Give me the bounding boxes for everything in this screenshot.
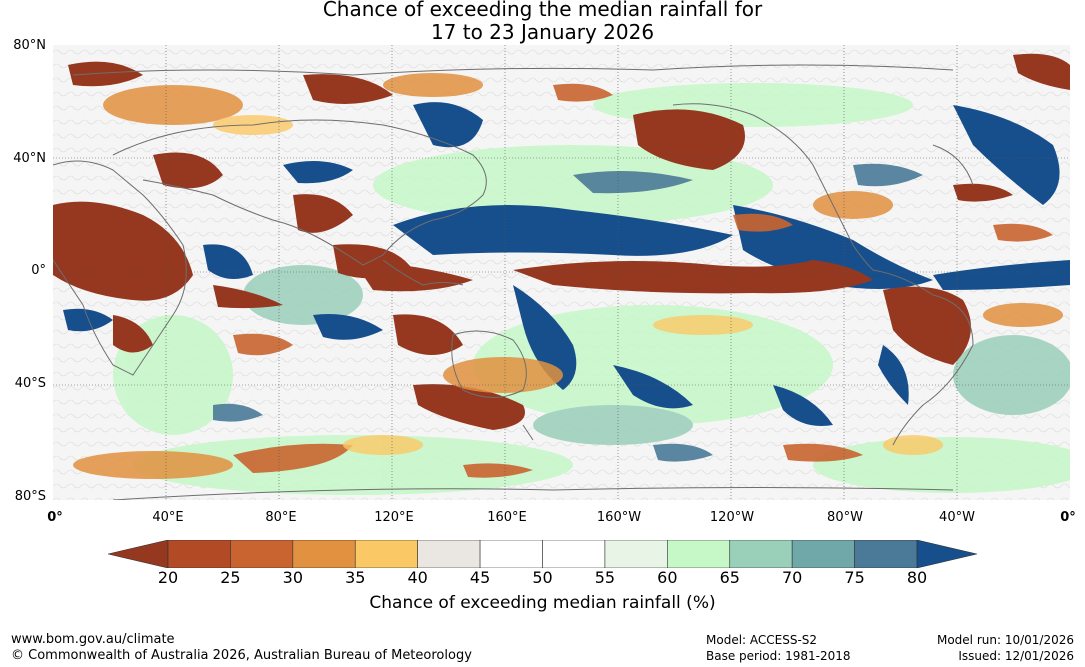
lon-label-120w: 120°W [709,510,755,525]
lon-label-0-right: 0° [1060,510,1076,525]
footer-website: www.bom.gov.au/climate [11,632,175,647]
colorbar [108,540,978,568]
footer-model-run: Model run: 10/01/2026 [936,633,1074,647]
lat-label-40s: 40°S [14,376,46,391]
colorbar-tick: 30 [282,568,304,587]
colorbar-cell [542,540,606,568]
lat-label-80s: 80°S [14,489,46,504]
colorbar-tick: 50 [532,568,553,587]
colorbar-tick: 40 [407,568,428,587]
colorbar-cell [604,540,668,568]
footer-copyright: © Commonwealth of Australia 2026, Austra… [11,648,472,663]
coastlines [53,64,974,500]
colorbar-cell [854,540,918,568]
colorbar-tick: 65 [719,568,740,587]
colorbar-cell [354,540,418,568]
probability-fields-dry-light [213,115,943,455]
colorbar-cell [167,540,231,568]
colorbar-cell [292,540,356,568]
colorbar-tick: 25 [220,568,241,587]
colorbar-cell [417,540,481,568]
colorbar-tick: 75 [844,568,865,587]
colorbar-tick: 55 [594,568,616,587]
probability-fields-dry [53,53,1070,430]
colorbar-label: Chance of exceeding median rainfall (%) [369,593,716,613]
map-title-line2: 17 to 23 January 2026 [430,20,655,44]
colorbar-tick: 20 [157,568,179,587]
lon-label-0-left: 0° [47,510,63,525]
probability-fields-wet-moderate [113,83,1070,495]
colorbar-cell [791,540,855,568]
lat-label-40n: 40°N [13,151,46,166]
lat-label-0: 0° [31,263,46,278]
footer-issued: Issued: 12/01/2026 [958,649,1074,663]
colorbar-cell [479,540,543,568]
lon-label-120e: 120°E [374,510,414,525]
colorbar-cell [667,540,731,568]
footer-base-period: Base period: 1981-2018 [706,649,851,663]
probability-fields-dry-moderate [233,83,1053,478]
lon-label-40e: 40°E [152,510,184,525]
colorbar-extend-high [916,540,978,568]
lat-label-80n: 80°N [13,38,46,53]
lon-label-160w: 160°W [596,510,642,525]
map-canvas [53,45,1070,500]
map-title-line1: Chance of exceeding the median rainfall … [322,0,763,21]
footer-model: Model: ACCESS-S2 [706,633,818,647]
colorbar-tick: 45 [469,568,491,587]
colorbar-cell [230,540,294,568]
rainfall-probability-map [53,45,1070,500]
lon-label-40w: 40°W [939,510,975,525]
colorbar-extend-low [108,540,169,568]
lon-label-160e: 160°E [487,510,527,525]
lon-label-80e: 80°E [265,510,297,525]
probability-fields-dry-weak [73,73,1063,479]
colorbar-tick: 60 [657,568,678,587]
colorbar-tick: 80 [906,568,928,587]
lon-label-80w: 80°W [827,510,863,525]
colorbar-tick: 35 [345,568,366,587]
graticule [53,45,1070,500]
colorbar-cell [729,540,793,568]
colorbar-tick: 70 [781,568,803,587]
